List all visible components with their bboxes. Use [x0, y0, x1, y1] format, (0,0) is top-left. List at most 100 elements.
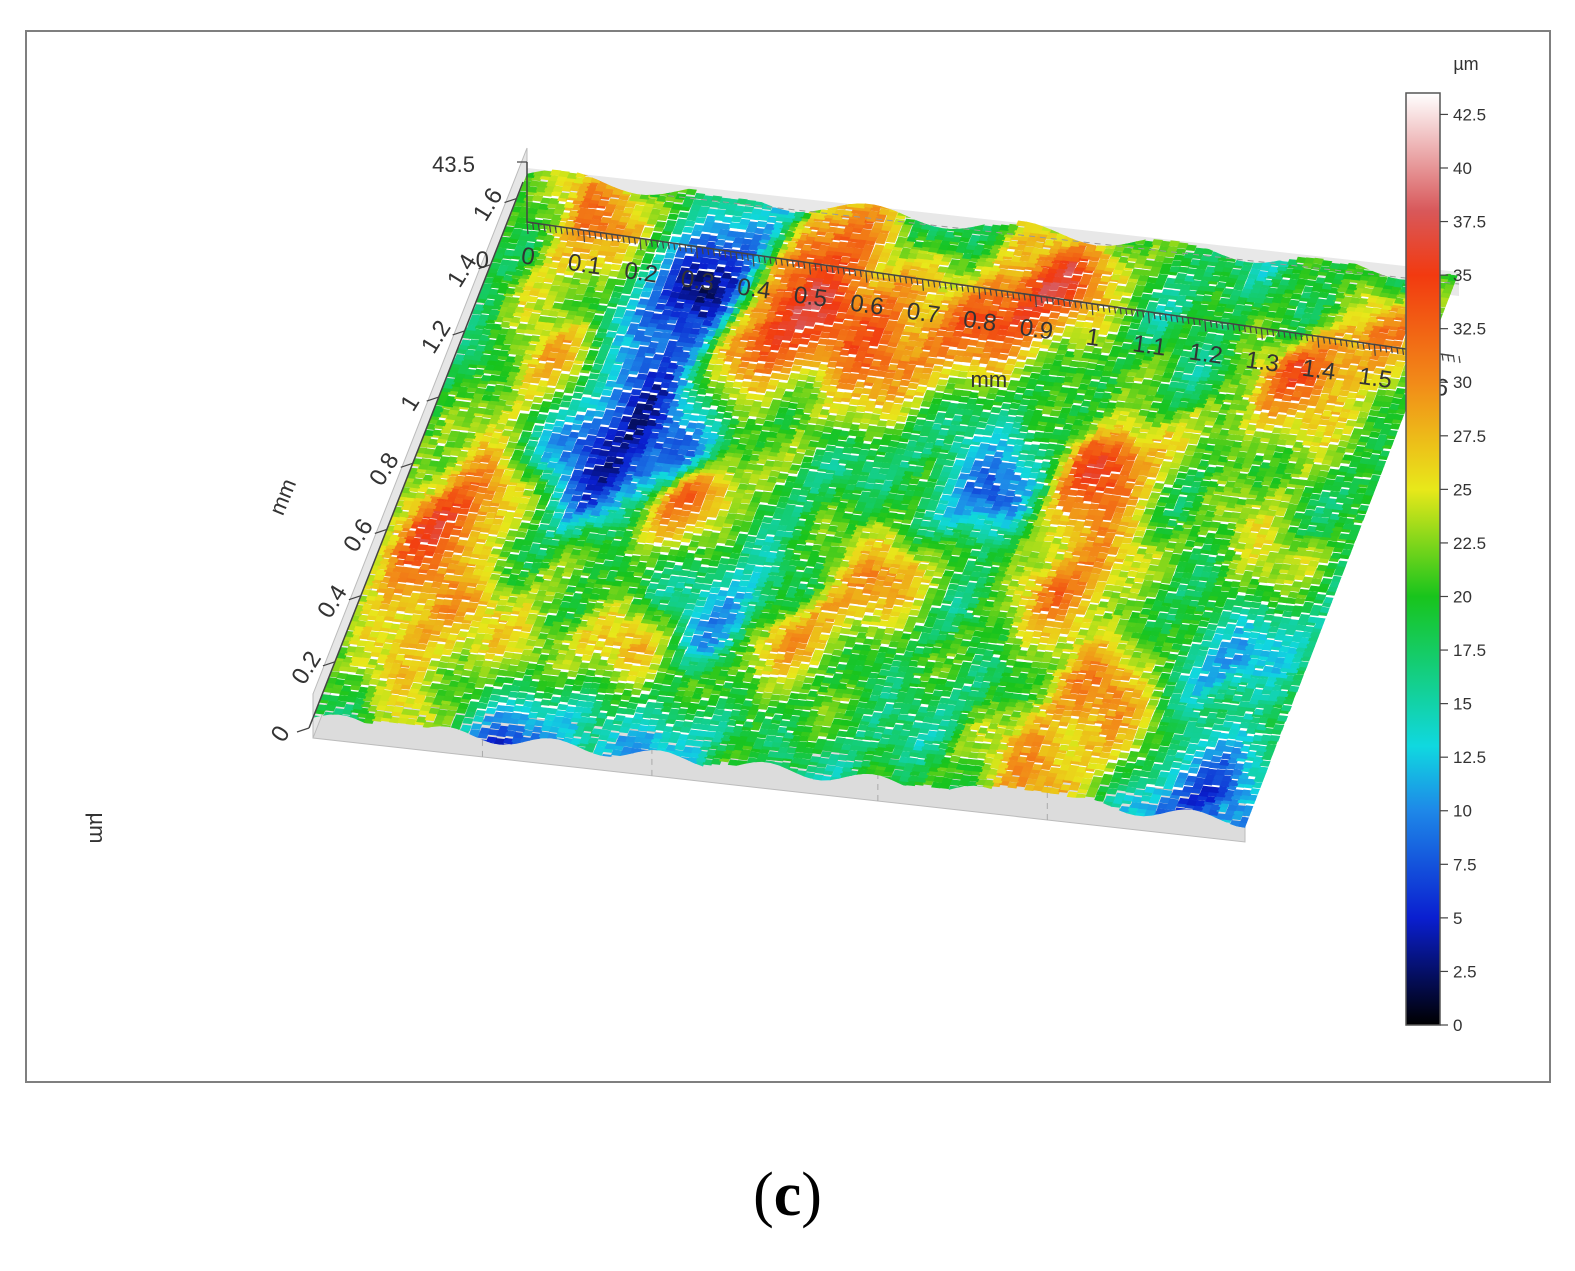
surface-cell: [467, 484, 480, 492]
surface-cell: [480, 548, 492, 556]
surface-cell: [1169, 581, 1181, 589]
surface-cell: [699, 613, 711, 621]
surface-cell: [803, 677, 815, 684]
surface-cell: [518, 610, 530, 618]
surface-cell: [459, 623, 471, 630]
surface-cell: [485, 707, 497, 715]
surface-cell: [1143, 686, 1155, 694]
surface-cell: [926, 705, 938, 713]
surface-cell: [926, 587, 939, 595]
surface-cell: [1192, 782, 1204, 790]
surface-cell: [482, 493, 495, 501]
surface-cell: [373, 710, 386, 718]
surface-cell: [626, 702, 638, 710]
surface-cell: [686, 518, 698, 525]
surface-cell: [1136, 617, 1148, 624]
surface-cell: [738, 580, 750, 587]
surface-cell: [1167, 798, 1179, 806]
surface-cell: [1109, 749, 1121, 757]
surface-cell: [1097, 707, 1110, 715]
surface-cell: [656, 643, 668, 651]
surface-cell: [1028, 772, 1040, 780]
surface-cell: [398, 689, 410, 696]
surface-cell: [509, 658, 521, 666]
surface-cell: [663, 531, 675, 539]
surface-cell: [1158, 651, 1171, 658]
surface-cell: [920, 602, 933, 610]
surface-cell: [813, 675, 825, 682]
surface-cell: [778, 694, 790, 702]
surface-cell: [1276, 715, 1289, 722]
surface-cell: [1288, 685, 1300, 693]
surface-cell: [1106, 788, 1118, 795]
surface-cell: [1204, 629, 1216, 637]
surface-cell: [737, 533, 749, 541]
surface-cell: [921, 626, 933, 634]
surface-cell: [560, 690, 573, 698]
surface-cell: [812, 649, 825, 657]
surface-cell: [418, 661, 430, 668]
surface-cell: [526, 613, 539, 621]
surface-cell: [443, 643, 455, 650]
surface-cell: [855, 680, 868, 688]
surface-cell: [492, 655, 504, 663]
surface-cell: [1182, 663, 1194, 670]
surface-cell: [895, 739, 908, 746]
surface-cell: [1147, 678, 1159, 686]
surface-cell: [483, 653, 496, 660]
surface-cell: [458, 508, 470, 515]
surface-cell: [498, 576, 510, 584]
surface-cell: [1125, 786, 1137, 794]
surface-cell: [801, 752, 813, 760]
surface-cell: [706, 567, 718, 574]
surface-cell: [442, 551, 454, 558]
surface-cell: [465, 490, 478, 498]
surface-cell: [673, 527, 686, 535]
surface-cell: [450, 529, 462, 536]
surface-cell: [682, 609, 694, 616]
surface-cell: [475, 515, 487, 522]
surface-cell: [949, 755, 961, 763]
surface-cell: [635, 731, 648, 738]
surface-cell: [846, 726, 859, 734]
surface-cell: [1051, 713, 1063, 721]
surface-cell: [781, 713, 793, 720]
surface-cell: [523, 510, 535, 518]
surface-cell: [618, 726, 631, 734]
surface-cell: [507, 553, 520, 561]
surface-cell: [1118, 752, 1130, 759]
surface-cell: [1212, 606, 1224, 614]
surface-cell: [896, 617, 908, 625]
surface-cell: [462, 717, 474, 725]
surface-cell: [790, 660, 802, 668]
surface-cell: [457, 488, 469, 496]
surface-cell: [936, 678, 948, 686]
surface-cell: [892, 630, 904, 637]
surface-cell: [1104, 795, 1116, 803]
surface-cell: [385, 610, 397, 618]
surface-cell: [644, 673, 657, 680]
surface-cell: [1191, 757, 1203, 765]
surface-cell: [1083, 589, 1095, 596]
surface-cell: [757, 703, 769, 710]
surface-cell: [1089, 781, 1101, 789]
surface-cell: [800, 655, 812, 663]
surface-cell: [941, 777, 953, 785]
surface-cell: [551, 598, 563, 605]
surface-cell: [986, 615, 999, 622]
surface-cell: [490, 548, 503, 555]
surface-cell: [448, 536, 460, 543]
surface-cell: [779, 663, 791, 671]
surface-cell: [803, 772, 816, 779]
surface-cell: [1215, 711, 1227, 719]
surface-cell: [1216, 620, 1229, 628]
surface-cell: [814, 767, 826, 774]
surface-cell: [1192, 636, 1204, 643]
surface-cell: [1178, 740, 1190, 747]
surface-cell: [846, 704, 858, 712]
surface-cell: [861, 715, 873, 723]
surface-cell: [494, 537, 506, 545]
surface-cell: [674, 626, 686, 634]
surface-cell: [324, 704, 337, 712]
surface-cell: [467, 602, 479, 609]
